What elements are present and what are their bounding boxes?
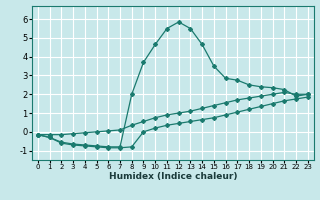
- X-axis label: Humidex (Indice chaleur): Humidex (Indice chaleur): [108, 172, 237, 181]
